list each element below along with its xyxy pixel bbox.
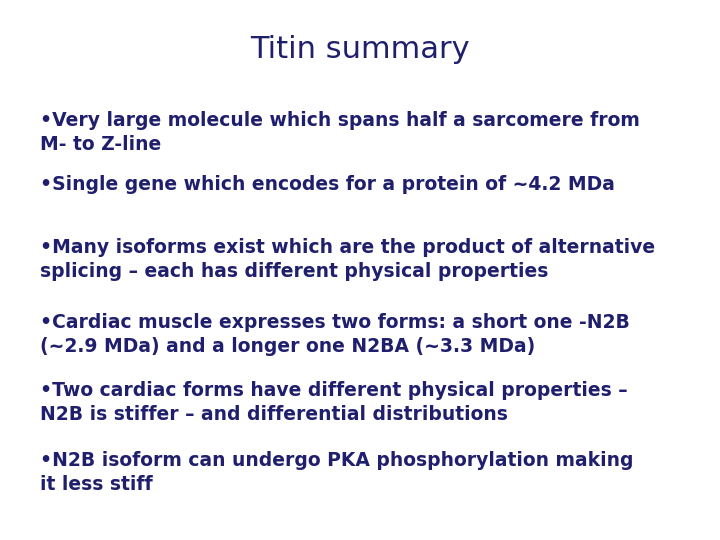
Text: Titin summary: Titin summary [250,35,470,64]
Text: •Two cardiac forms have different physical properties –
N2B is stiffer – and dif: •Two cardiac forms have different physic… [40,381,627,424]
Text: •Many isoforms exist which are the product of alternative
splicing – each has di: •Many isoforms exist which are the produ… [40,238,654,281]
Text: •N2B isoform can undergo PKA phosphorylation making
it less stiff: •N2B isoform can undergo PKA phosphoryla… [40,451,633,494]
Text: •Very large molecule which spans half a sarcomere from
M- to Z-line: •Very large molecule which spans half a … [40,111,639,154]
Text: •Single gene which encodes for a protein of ~4.2 MDa: •Single gene which encodes for a protein… [40,176,614,194]
Text: •Cardiac muscle expresses two forms: a short one -N2B
(~2.9 MDa) and a longer on: •Cardiac muscle expresses two forms: a s… [40,313,629,356]
